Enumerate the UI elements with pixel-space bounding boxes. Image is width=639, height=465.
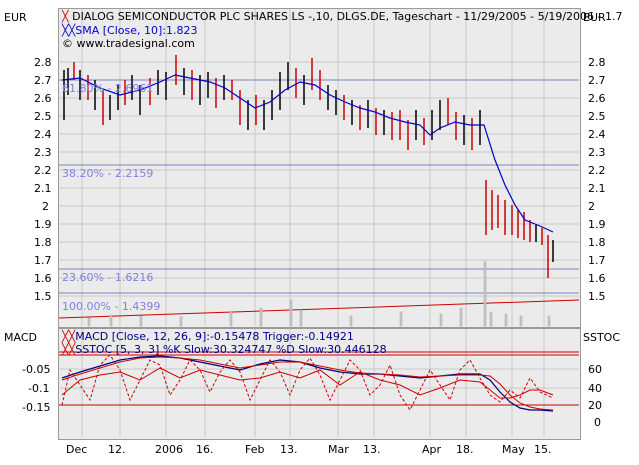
right-currency-label: EUR bbox=[583, 11, 606, 24]
sstoc-ytick: 0 bbox=[594, 416, 601, 429]
sstoc-ytick: 20 bbox=[588, 399, 602, 412]
fib-100-label: 100.00% - 1.4399 bbox=[62, 300, 161, 313]
xtick: Dec bbox=[66, 443, 88, 456]
sstoc-axis-label: SSTOC bbox=[583, 331, 621, 344]
d-slow-legend-text: %D Slow:30.446128 bbox=[275, 343, 387, 356]
ytick-right: 2.6 bbox=[588, 92, 606, 105]
ytick-right: 1.8 bbox=[588, 236, 606, 249]
fib-618-label: 61.80% - 2.6961 bbox=[62, 82, 154, 95]
ytick-left: 1.5 bbox=[34, 290, 52, 303]
xtick: 16. bbox=[196, 443, 214, 456]
ytick-right: 1.7 bbox=[588, 254, 606, 267]
xtick: 2006 bbox=[155, 443, 183, 456]
ytick-right: 1.6 bbox=[588, 272, 606, 285]
ytick-left: 2.4 bbox=[34, 128, 52, 141]
ytick-right: 1.5 bbox=[588, 290, 606, 303]
ytick-right: 2.2 bbox=[588, 164, 606, 177]
sma-legend: ╳╳SMA [Close, 10]:1.823 bbox=[62, 24, 197, 37]
sma-marker-icon: ╳╳ bbox=[62, 24, 76, 37]
macd-axis-label: MACD bbox=[4, 331, 37, 344]
sstoc-legend: ╳╳SSTOC [5, 3, 3] %K Slow:30.324747 %D S… bbox=[62, 343, 387, 356]
sstoc-marker-icon: ╳╳ bbox=[62, 343, 76, 356]
xtick: 13. bbox=[363, 443, 381, 456]
macd-legend-text: MACD [Close, 12, 26, 9]:-0.15478 bbox=[75, 330, 260, 343]
price-panel bbox=[58, 8, 581, 328]
macd-marker-icon: ╳╳ bbox=[62, 330, 76, 343]
macd-legend: ╳╳MACD [Close, 12, 26, 9]:-0.15478 Trigg… bbox=[62, 330, 354, 343]
ytick-left: 1.7 bbox=[34, 254, 52, 267]
chart-title: ╳ DIALOG SEMICONDUCTOR PLC SHARES LS -,1… bbox=[62, 10, 623, 23]
sma-legend-text: SMA [Close, 10]:1.823 bbox=[75, 24, 198, 37]
ytick-left: 2.5 bbox=[34, 110, 52, 123]
ytick-left: 2.2 bbox=[34, 164, 52, 177]
ytick-right: 2.8 bbox=[588, 56, 606, 69]
ytick-right: 2.5 bbox=[588, 110, 606, 123]
ytick-right: 2.1 bbox=[588, 182, 606, 195]
ytick-left: 2.1 bbox=[34, 182, 52, 195]
ytick-left: 2.6 bbox=[34, 92, 52, 105]
fib-236-label: 23.60% - 1.6216 bbox=[62, 271, 154, 284]
ytick-left: 1.9 bbox=[34, 218, 52, 231]
macd-ytick: -0.15 bbox=[22, 401, 51, 414]
ytick-left: 2.3 bbox=[34, 146, 52, 159]
instrument-marker-icon: ╳ bbox=[62, 10, 69, 23]
macd-ytick: -0.05 bbox=[22, 363, 51, 376]
xtick: 12. bbox=[108, 443, 126, 456]
macd-ytick: -0.1 bbox=[28, 382, 50, 395]
xtick: 15. bbox=[534, 443, 552, 456]
ytick-right: 1.9 bbox=[588, 218, 606, 231]
xtick: May bbox=[502, 443, 525, 456]
xtick: Apr bbox=[422, 443, 442, 456]
ytick-right: 2.3 bbox=[588, 146, 606, 159]
sstoc-ytick: 40 bbox=[588, 382, 602, 395]
ytick-left: 1.6 bbox=[34, 272, 52, 285]
xtick: Feb bbox=[245, 443, 265, 456]
xtick: 13. bbox=[280, 443, 298, 456]
xtick: Mar bbox=[328, 443, 349, 456]
ytick-left: 2.8 bbox=[34, 56, 52, 69]
sstoc-ytick: 60 bbox=[588, 363, 602, 376]
chart-title-text: DIALOG SEMICONDUCTOR PLC SHARES LS -,10,… bbox=[72, 10, 623, 23]
ytick-right: 2 bbox=[588, 200, 595, 213]
ytick-left: 2.7 bbox=[34, 74, 52, 87]
xtick: 18. bbox=[456, 443, 474, 456]
ytick-left: 2 bbox=[42, 200, 49, 213]
sstoc-legend-text: SSTOC [5, 3, 3] %K Slow:30.324747 bbox=[75, 343, 273, 356]
fib-382-label: 38.20% - 2.2159 bbox=[62, 167, 154, 180]
left-currency-label: EUR bbox=[4, 11, 27, 24]
ytick-left: 1.8 bbox=[34, 236, 52, 249]
ytick-right: 2.7 bbox=[588, 74, 606, 87]
watermark: © www.tradesignal.com bbox=[62, 37, 195, 50]
ytick-right: 2.4 bbox=[588, 128, 606, 141]
trigger-legend-text: Trigger:-0.14921 bbox=[262, 330, 354, 343]
